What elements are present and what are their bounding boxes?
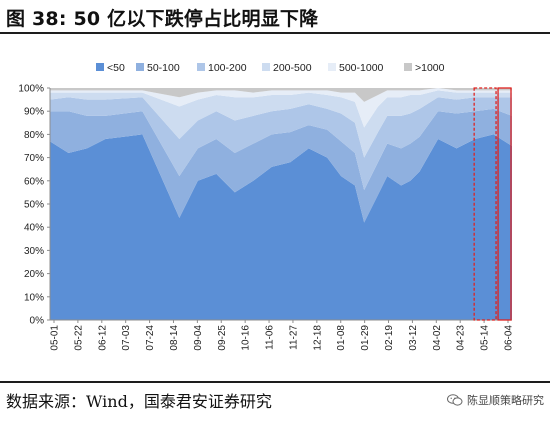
y-axis: 0% 10% 20% 30% 40% 50% 60% 70% 80% 90% 100% [18,84,51,327]
x-tick-label: 06-12 [97,325,108,351]
area-series-group [50,88,512,320]
highlight-box-1 [497,87,512,321]
area-series-5 [50,88,512,102]
x-tick-label: 09-04 [193,325,204,351]
legend-label: <50 [107,62,125,74]
x-tick-label: 09-25 [217,325,228,351]
stacked-area-chart: <50 50-100 100-200 200-500 500-1000 >1000 0% 1… [18,62,515,351]
highlight-box-0 [473,87,497,321]
area-series-4 [50,88,512,128]
x-tick-label: 04-23 [456,325,467,351]
x-tick-label: 05-22 [73,325,84,351]
wechat-icon [447,394,463,406]
y-tick-label: 60% [24,176,44,187]
top-rule [0,32,550,34]
x-tick-label: 01-29 [360,325,371,351]
y-tick-label: 40% [24,223,44,234]
watermark: 陈显顺策略研究 [447,392,544,408]
x-tick-label: 01-08 [336,325,347,351]
x-tick-label: 03-12 [408,325,419,351]
y-tick-label: 90% [24,107,44,118]
x-tick-label: 05-14 [480,325,491,351]
legend-label: >1000 [415,62,445,74]
figure-title: 图 38: 50 亿以下跌停占比明显下降 [6,8,319,30]
legend-swatch [404,63,412,71]
area-series-2 [50,97,512,191]
x-tick-label: 04-02 [432,325,443,351]
legend-swatch [328,63,336,71]
y-tick-label: 80% [24,130,44,141]
legend-swatch [136,63,144,71]
chart-legend: <50 50-100 100-200 200-500 500-1000 >1000 [96,62,445,74]
x-tick-label: 12-18 [312,325,323,351]
source-note: 数据来源：Wind，国泰君安证券研究 [6,392,272,411]
highlight-boxes [473,87,512,321]
y-tick-label: 70% [24,153,44,164]
bottom-rule [0,381,550,383]
legend-label: 100-200 [208,62,247,74]
x-tick-label: 10-16 [241,325,252,351]
y-tick-label: 30% [24,246,44,257]
y-tick-label: 100% [18,84,44,95]
watermark-text: 陈显顺策略研究 [467,394,544,407]
y-tick-label: 10% [24,292,44,303]
x-tick-label: 05-01 [50,325,61,351]
legend-swatch [262,63,270,71]
x-axis: 05-01 05-22 06-12 07-03 07-24 08-14 09-04 09-25… [50,319,515,351]
legend-swatch [96,63,104,71]
area-series-0 [50,134,512,320]
x-tick-label: 11-06 [265,325,276,350]
y-tick-label: 50% [24,200,44,211]
x-tick-label: 07-03 [121,325,132,351]
x-tick-label: 02-19 [384,325,395,351]
area-series-1 [50,108,512,223]
x-tick-label: 11-27 [288,325,299,350]
legend-label: 200-500 [273,62,312,74]
x-tick-label: 08-14 [169,325,180,351]
y-tick-label: 20% [24,269,44,280]
area-series-3 [50,90,512,158]
x-tick-label: 06-04 [504,325,515,351]
legend-label: 500-1000 [339,62,384,74]
legend-swatch [197,63,205,71]
x-tick-label: 07-24 [145,325,156,351]
legend-label: 50-100 [147,62,180,74]
y-tick-label: 0% [30,316,45,327]
